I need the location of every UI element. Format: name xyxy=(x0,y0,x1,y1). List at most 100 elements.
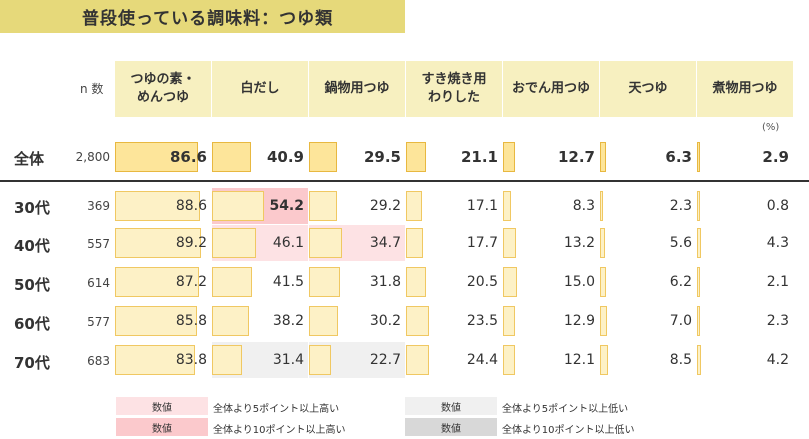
data-cell: 20.5 xyxy=(406,264,502,300)
data-label: 2.3 xyxy=(766,313,789,329)
data-label: 83.8 xyxy=(175,352,207,368)
data-bar xyxy=(600,306,607,336)
data-label: 12.1 xyxy=(563,352,595,368)
data-cell: 2.1 xyxy=(697,264,793,300)
data-label: 88.6 xyxy=(175,198,207,214)
data-bar xyxy=(600,228,606,258)
data-label: 4.2 xyxy=(766,352,789,368)
data-bar xyxy=(503,191,511,221)
data-bar xyxy=(212,345,243,375)
data-cell: 22.7 xyxy=(309,342,405,378)
legend-swatch: 数値 xyxy=(116,397,208,415)
data-cell: 6.2 xyxy=(600,264,696,300)
data-bar xyxy=(115,142,199,172)
data-label: 8.5 xyxy=(669,352,692,368)
data-bar xyxy=(697,345,702,375)
n-count-header: n 数 xyxy=(80,82,104,96)
data-cell: 2.3 xyxy=(600,188,696,224)
data-label: 22.7 xyxy=(369,352,401,368)
data-label: 46.1 xyxy=(272,235,304,251)
legend-swatch: 数値 xyxy=(405,418,497,436)
unit-label: (%) xyxy=(762,122,780,133)
data-label: 2.3 xyxy=(669,198,692,214)
data-bar xyxy=(309,306,338,336)
data-label: 20.5 xyxy=(466,274,498,290)
data-bar xyxy=(503,306,516,336)
data-label: 30.2 xyxy=(369,313,401,329)
data-bar xyxy=(697,267,700,297)
data-cell: 5.6 xyxy=(600,225,696,261)
data-bar xyxy=(115,345,196,375)
column-header: 鍋物用つゆ xyxy=(309,61,405,117)
legend-text: 全体より10ポイント以上高い xyxy=(213,425,346,436)
column-header: 天つゆ xyxy=(600,61,696,117)
n-count: 614 xyxy=(87,276,110,290)
row-label: 全体 xyxy=(14,150,45,168)
data-cell: 12.7 xyxy=(503,139,599,175)
data-label: 15.0 xyxy=(563,274,595,290)
data-label: 85.8 xyxy=(175,313,207,329)
data-label: 40.9 xyxy=(266,148,304,166)
data-bar xyxy=(309,267,340,297)
data-label: 7.0 xyxy=(669,313,692,329)
title-band xyxy=(0,0,405,33)
data-bar xyxy=(212,191,265,221)
data-bar xyxy=(115,191,201,221)
column-header: 白だし xyxy=(212,61,308,117)
data-label: 29.2 xyxy=(369,198,401,214)
row-label: 60代 xyxy=(14,315,50,333)
data-cell: 29.2 xyxy=(309,188,405,224)
column-header: つゆの素・ めんつゆ xyxy=(115,61,211,117)
divider-line xyxy=(0,180,809,182)
data-cell: 46.1 xyxy=(212,225,308,261)
data-label: 17.7 xyxy=(466,235,498,251)
data-cell: 31.8 xyxy=(309,264,405,300)
data-cell: 4.3 xyxy=(697,225,793,261)
data-label: 17.1 xyxy=(466,198,498,214)
row-label: 40代 xyxy=(14,237,50,255)
data-bar xyxy=(503,345,515,375)
row-label: 30代 xyxy=(14,199,50,217)
data-label: 31.8 xyxy=(369,274,401,290)
data-cell: 17.1 xyxy=(406,188,502,224)
data-bar xyxy=(406,267,426,297)
n-count: 683 xyxy=(87,354,110,368)
data-bar xyxy=(503,142,516,172)
legend-swatch: 数値 xyxy=(116,418,208,436)
data-bar xyxy=(212,306,249,336)
data-bar xyxy=(600,142,607,172)
data-bar xyxy=(600,345,609,375)
data-cell: 40.9 xyxy=(212,139,308,175)
data-cell: 29.5 xyxy=(309,139,405,175)
data-label: 54.2 xyxy=(269,198,304,214)
data-bar xyxy=(406,191,423,221)
data-label: 87.2 xyxy=(175,274,207,290)
data-cell: 89.2 xyxy=(115,225,211,261)
data-label: 38.2 xyxy=(272,313,304,329)
data-cell: 83.8 xyxy=(115,342,211,378)
data-label: 2.9 xyxy=(762,148,789,166)
data-label: 12.7 xyxy=(557,148,595,166)
data-cell: 23.5 xyxy=(406,303,502,339)
data-bar xyxy=(309,228,343,258)
data-cell: 12.9 xyxy=(503,303,599,339)
legend-text: 全体より10ポイント以上低い xyxy=(502,425,635,436)
data-bar xyxy=(115,267,199,297)
data-cell: 6.3 xyxy=(600,139,696,175)
data-bar xyxy=(697,142,700,172)
data-label: 24.4 xyxy=(466,352,498,368)
column-header: おでん用つゆ xyxy=(503,61,599,117)
data-cell: 13.2 xyxy=(503,225,599,261)
data-cell: 88.6 xyxy=(115,188,211,224)
data-bar xyxy=(115,306,198,336)
data-bar xyxy=(309,191,338,221)
data-bar xyxy=(212,142,252,172)
data-label: 12.9 xyxy=(563,313,595,329)
data-bar xyxy=(406,306,429,336)
data-cell: 7.0 xyxy=(600,303,696,339)
n-count: 369 xyxy=(87,199,110,213)
data-label: 6.3 xyxy=(665,148,692,166)
data-label: 23.5 xyxy=(466,313,498,329)
legend-text: 全体より5ポイント以上高い xyxy=(213,404,340,415)
data-bar xyxy=(600,191,603,221)
